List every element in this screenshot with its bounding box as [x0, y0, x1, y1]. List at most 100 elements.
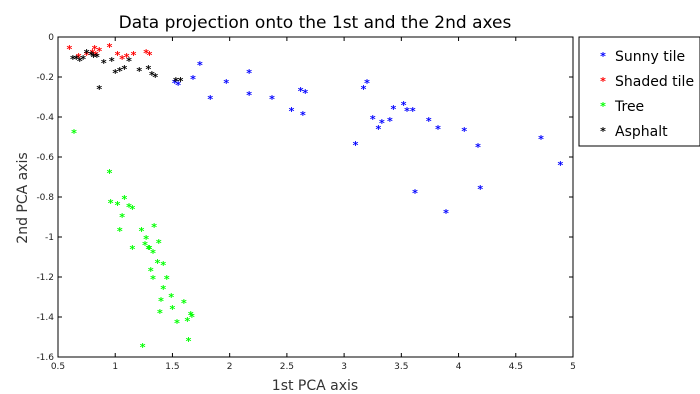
- point-sunny-tile: *: [412, 187, 418, 200]
- x-tick-label: 3: [341, 362, 347, 372]
- point-tree: *: [71, 127, 77, 140]
- point-tree: *: [174, 317, 180, 330]
- point-tree: *: [184, 315, 190, 328]
- point-tree: *: [188, 309, 194, 322]
- x-tick-label: 0.5: [51, 362, 65, 372]
- point-asphalt: *: [84, 47, 90, 60]
- point-sunny-tile: *: [269, 93, 275, 106]
- point-sunny-tile: *: [353, 139, 359, 152]
- legend-label-shaded-tile: Shaded tile: [615, 74, 694, 90]
- x-tick-label: 2.5: [280, 362, 294, 372]
- point-tree: *: [108, 197, 114, 210]
- point-shaded-tile: *: [76, 51, 82, 64]
- point-sunny-tile: *: [379, 117, 385, 130]
- point-sunny-tile: *: [401, 99, 407, 112]
- point-asphalt: *: [91, 51, 97, 64]
- point-sunny-tile: *: [410, 105, 416, 118]
- legend: * Sunny tile * Shaded tile * Tree * Asphalt: [578, 36, 700, 147]
- point-tree: *: [156, 237, 162, 250]
- point-asphalt: *: [112, 67, 118, 80]
- point-asphalt: *: [77, 55, 83, 68]
- point-asphalt: *: [149, 69, 155, 82]
- x-tick-label: 4.5: [509, 362, 523, 372]
- y-tick-label: 0: [48, 33, 54, 43]
- point-tree: *: [139, 225, 145, 238]
- point-sunny-tile: *: [361, 83, 367, 96]
- point-sunny-tile: *: [426, 115, 432, 128]
- point-tree: *: [146, 243, 152, 256]
- y-tick-label: -0.4: [36, 113, 54, 123]
- point-asphalt: *: [173, 75, 179, 88]
- point-asphalt: *: [80, 53, 86, 66]
- legend-label-tree: Tree: [614, 99, 644, 115]
- point-tree: *: [140, 341, 146, 354]
- point-asphalt: *: [88, 49, 94, 62]
- point-sunny-tile: *: [298, 85, 304, 98]
- point-tree: *: [119, 211, 125, 224]
- point-shaded-tile: *: [131, 49, 137, 62]
- point-asphalt: *: [152, 71, 158, 84]
- point-sunny-tile: *: [246, 89, 252, 102]
- y-tick-label: -1: [45, 233, 54, 243]
- legend-label-asphalt: Asphalt: [615, 124, 668, 140]
- point-tree: *: [148, 265, 154, 278]
- y-tick-label: -0.2: [36, 73, 54, 83]
- point-shaded-tile: *: [143, 47, 149, 60]
- point-sunny-tile: *: [538, 133, 544, 146]
- point-asphalt: *: [94, 51, 100, 64]
- point-sunny-tile: *: [289, 105, 295, 118]
- legend-marker-tree: *: [600, 100, 606, 113]
- point-asphalt: *: [121, 63, 127, 76]
- point-asphalt: *: [146, 63, 152, 76]
- point-sunny-tile: *: [223, 77, 229, 90]
- point-tree: *: [186, 335, 192, 348]
- x-tick-label: 5: [570, 362, 576, 372]
- x-tick-label: 3.5: [394, 362, 408, 372]
- x-tick-label: 1.5: [165, 362, 179, 372]
- point-tree: *: [150, 247, 156, 260]
- point-sunny-tile: *: [435, 123, 441, 136]
- point-tree: *: [157, 307, 163, 320]
- point-asphalt: *: [178, 75, 184, 88]
- point-asphalt: *: [136, 65, 142, 78]
- point-tree: *: [189, 311, 195, 324]
- point-tree: *: [158, 295, 164, 308]
- point-asphalt: *: [96, 83, 102, 96]
- point-tree: *: [107, 167, 113, 180]
- point-shaded-tile: *: [107, 41, 113, 54]
- legend-marker-shaded-tile: *: [600, 75, 606, 88]
- point-asphalt: *: [70, 53, 76, 66]
- point-sunny-tile: *: [364, 77, 370, 90]
- plot-area: 0.5 1 1.5 2 2.5 3 3.5 4 4.5 5 0 -0.2 -0.4 -0.6 -0.8 -1 -…: [36, 33, 575, 372]
- y-tick-label: -0.6: [36, 153, 54, 163]
- y-tick-label: -1.4: [36, 313, 54, 323]
- legend-label-sunny-tile: Sunny tile: [615, 49, 685, 65]
- point-sunny-tile: *: [175, 79, 181, 92]
- point-tree: *: [130, 203, 136, 216]
- point-shaded-tile: *: [96, 45, 102, 58]
- legend-box: [578, 36, 700, 147]
- point-sunny-tile: *: [475, 141, 481, 154]
- point-asphalt: *: [73, 53, 79, 66]
- point-sunny-tile: *: [190, 73, 196, 86]
- point-tree: *: [130, 243, 136, 256]
- point-tree: *: [142, 239, 148, 252]
- point-sunny-tile: *: [477, 183, 483, 196]
- point-shaded-tile: *: [147, 49, 153, 62]
- point-tree: *: [164, 273, 170, 286]
- point-shaded-tile: *: [115, 49, 121, 62]
- point-tree: *: [143, 233, 149, 246]
- point-sunny-tile: *: [558, 159, 564, 172]
- point-sunny-tile: *: [300, 109, 306, 122]
- point-tree: *: [181, 297, 187, 310]
- axes-frame: [57, 36, 574, 358]
- point-shaded-tile: *: [67, 43, 73, 56]
- point-tree: *: [126, 201, 132, 214]
- y-tick-label: -0.8: [36, 193, 54, 203]
- legend-marker-sunny-tile: *: [600, 50, 606, 63]
- legend-marker-asphalt: *: [600, 125, 606, 138]
- point-shaded-tile: *: [92, 43, 98, 56]
- point-tree: *: [170, 303, 176, 316]
- point-tree: *: [147, 243, 153, 256]
- x-axis-label: 1st PCA axis: [272, 378, 358, 394]
